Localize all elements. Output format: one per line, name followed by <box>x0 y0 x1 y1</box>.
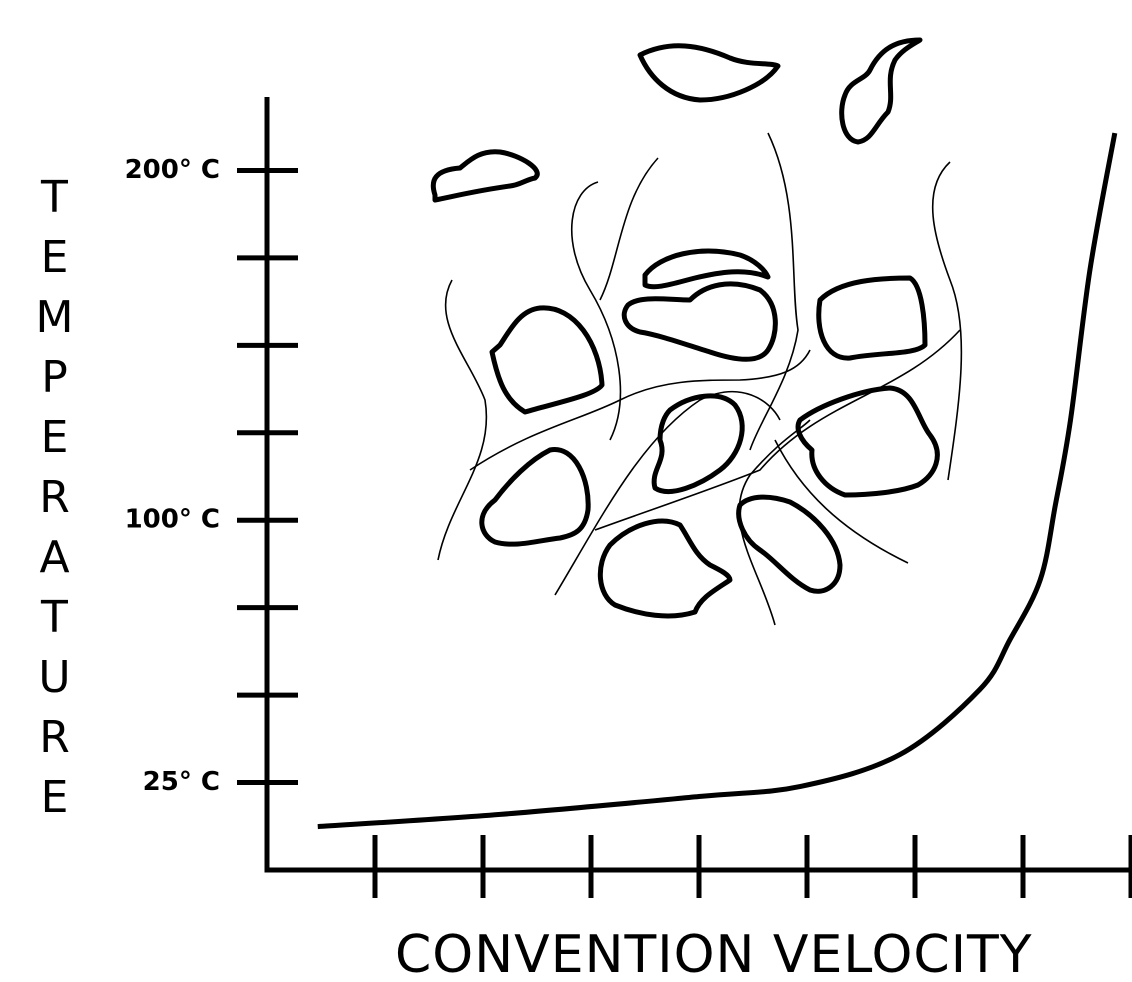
illustration <box>430 37 963 626</box>
x-axis-title: CONVENTION VELOCITY <box>395 925 1033 982</box>
y-tick-label: 25° C <box>143 767 220 797</box>
y-tick-label: 100° C <box>125 505 220 535</box>
y-axis-title: TEMPERATURE <box>29 172 80 832</box>
axes <box>264 97 1132 873</box>
line <box>317 132 1118 830</box>
y-tick-label: 200° C <box>125 155 220 185</box>
